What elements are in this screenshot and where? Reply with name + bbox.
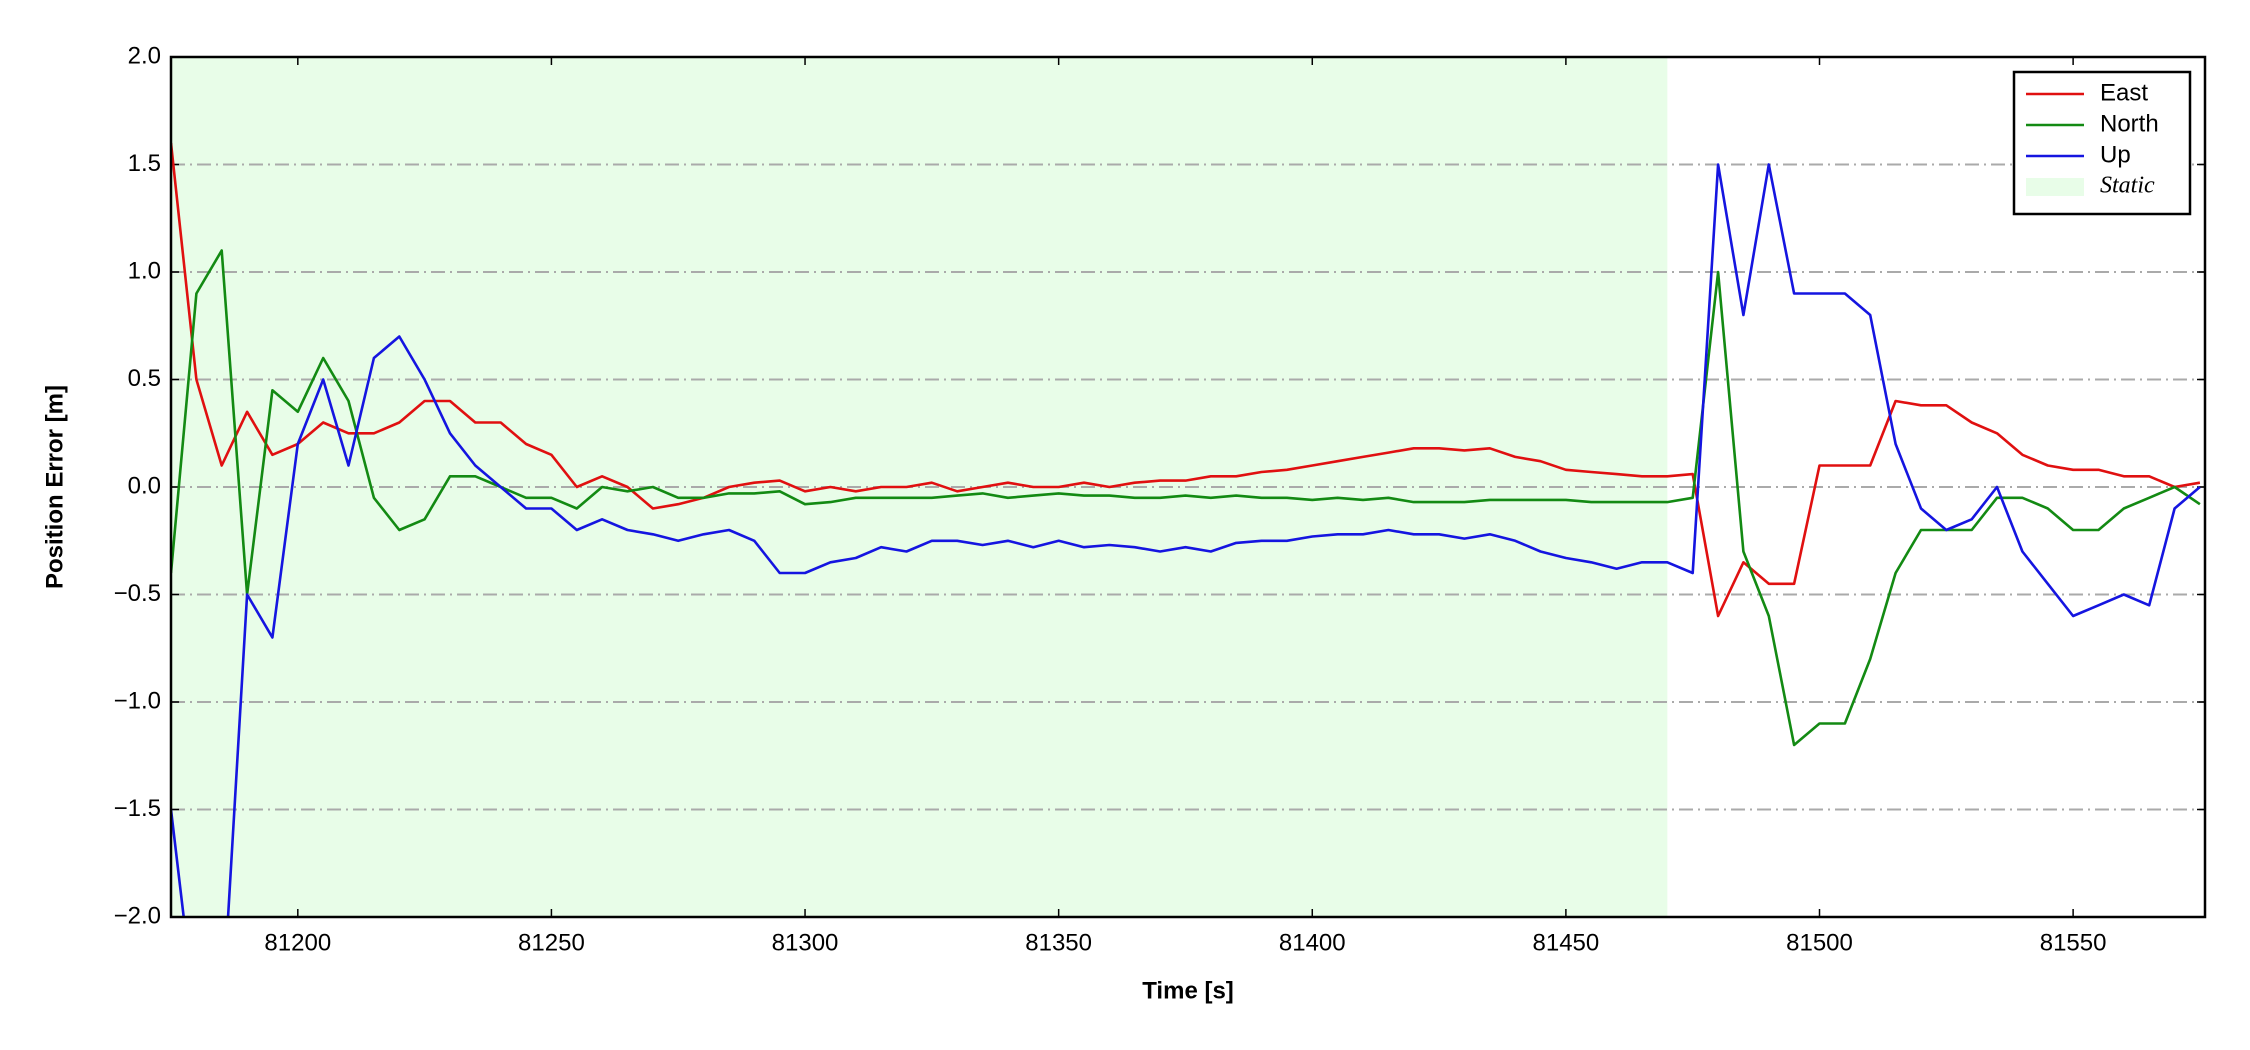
x-tick-label: 81550 <box>2040 929 2107 956</box>
x-tick-label: 81400 <box>1279 929 1346 956</box>
y-tick-label: 1.0 <box>128 257 161 284</box>
series-line <box>171 249 2201 747</box>
series-line <box>171 163 2201 917</box>
x-tick-label: 81300 <box>772 929 839 956</box>
x-tick-label: 81200 <box>264 929 331 956</box>
y-tick-label: 0.5 <box>128 365 161 392</box>
y-tick-label: −1.0 <box>114 687 161 714</box>
y-axis-label: Position Error [m] <box>41 385 68 589</box>
y-tick-label: 1.5 <box>128 150 161 177</box>
x-tick-label: 81250 <box>518 929 585 956</box>
y-tick-label: 0.0 <box>128 472 161 499</box>
x-tick-label: 81450 <box>1533 929 1600 956</box>
legend-label: Static <box>2100 173 2155 199</box>
legend-label: Up <box>2100 141 2131 168</box>
plot-lines <box>171 142 2201 917</box>
y-tick-label: −0.5 <box>114 580 161 607</box>
y-tick-label: −2.0 <box>114 902 161 929</box>
y-tick-label: 2.0 <box>128 42 161 69</box>
x-axis-label: Time [s] <box>1142 977 1234 1004</box>
y-tick-label: −1.5 <box>114 795 161 822</box>
legend-label: North <box>2100 110 2159 137</box>
x-tick-label: 81500 <box>1786 929 1853 956</box>
series-line <box>171 142 2201 618</box>
x-tick-label: 81350 <box>1025 929 1092 956</box>
legend-swatch <box>2026 178 2084 196</box>
plot-frame <box>169 55 2207 919</box>
legend-label: East <box>2100 79 2148 106</box>
